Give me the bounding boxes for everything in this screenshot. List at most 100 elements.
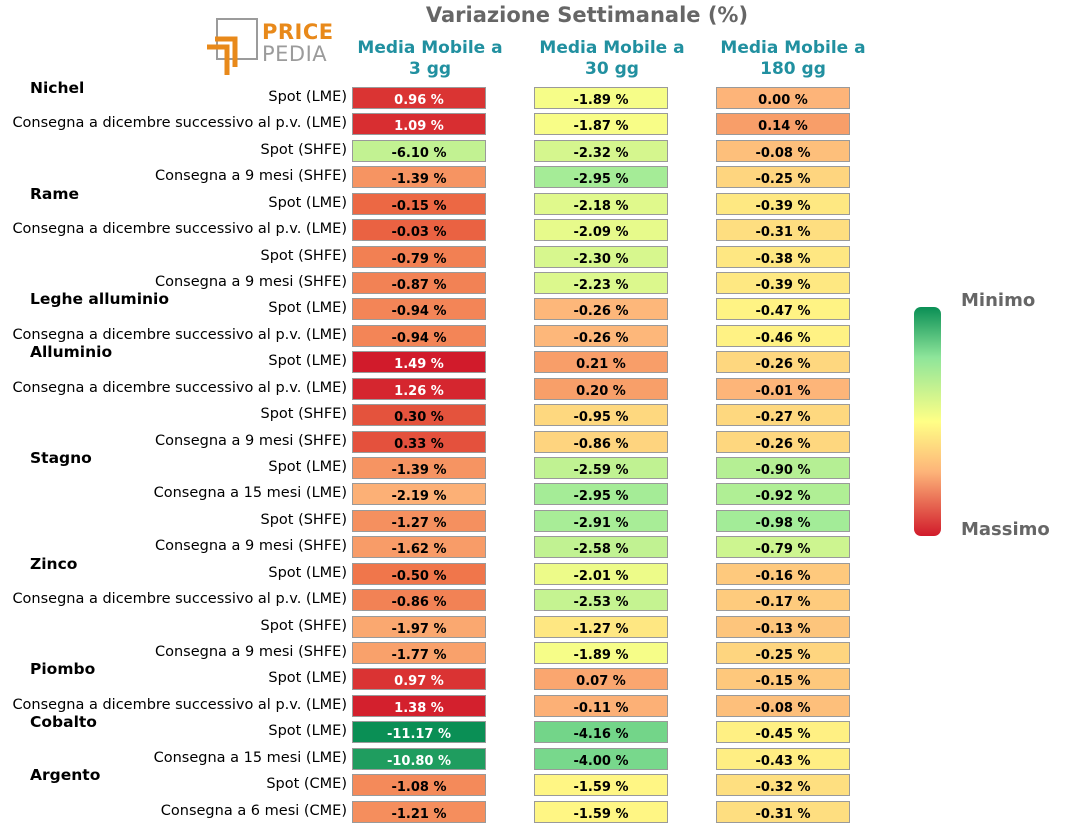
heatmap-cell: -0.79 % <box>352 245 486 268</box>
heatmap-cell: -0.50 % <box>352 562 486 585</box>
logo-text-top: PRICE <box>262 20 334 44</box>
heatmap-cell: -2.32 % <box>534 139 668 162</box>
heatmap-cell: -0.27 % <box>716 404 850 427</box>
row-label: Spot (SHFE) <box>260 617 348 634</box>
row-label: Consegna a 9 mesi (SHFE) <box>154 274 347 290</box>
row-label: Spot (LME) <box>268 353 347 370</box>
metal-group-label: Piombo <box>30 660 96 679</box>
heatmap-cell: 0.21 % <box>534 351 668 374</box>
heatmap-cell: -2.30 % <box>534 245 668 268</box>
chart-title: Variazione Settimanale (%) <box>425 3 749 27</box>
heatmap-cell: -10.80 % <box>352 747 486 770</box>
heatmap-cell: -0.87 % <box>352 272 486 294</box>
row-label: Spot (CME) <box>266 776 347 793</box>
heatmap-cell: -0.31 % <box>716 219 850 242</box>
heatmap-cell: -2.01 % <box>534 562 668 585</box>
heatmap-cell: -0.39 % <box>716 272 850 294</box>
heatmap-cell: -0.86 % <box>352 589 486 612</box>
heatmap-cell: -0.15 % <box>716 668 850 691</box>
row-label: Spot (LME) <box>268 564 347 581</box>
heatmap-cell: -0.08 % <box>716 694 850 717</box>
row-label: Spot (LME) <box>268 670 347 687</box>
metal-group-label: Leghe alluminio <box>30 290 170 309</box>
heatmap-cell: 1.09 % <box>352 113 486 136</box>
heatmap-cell: -0.86 % <box>534 430 668 453</box>
heatmap-cell: -2.18 % <box>534 192 668 215</box>
heatmap-cell: -0.15 % <box>352 192 486 215</box>
heatmap-cell: -0.79 % <box>716 536 850 559</box>
metal-group-label: Argento <box>30 766 101 785</box>
logo-mark-icon <box>207 18 258 75</box>
column-header-line2: 3 gg <box>408 59 452 79</box>
row-label: Spot (LME) <box>268 194 347 211</box>
heatmap-cell: -0.32 % <box>716 774 850 797</box>
heatmap-cell: -0.26 % <box>716 351 850 374</box>
metal-group-label: Alluminio <box>30 343 113 362</box>
heatmap-cell: -2.09 % <box>534 219 668 242</box>
row-label: Spot (LME) <box>268 300 347 317</box>
pricepedia-logo: PRICE PEDIA <box>205 17 333 77</box>
column-header-3gg: Media Mobile a 3 gg <box>335 38 525 80</box>
heatmap-cell: -2.19 % <box>352 483 486 506</box>
row-label: Consegna a dicembre successivo al p.v. (… <box>12 221 347 238</box>
row-label: Spot (SHFE) <box>260 247 348 264</box>
heatmap-cell: -0.45 % <box>716 721 850 744</box>
heatmap-cell: -2.95 % <box>534 483 668 506</box>
row-label: Spot (LME) <box>268 459 347 476</box>
row-label: Consegna a dicembre successivo al p.v. (… <box>12 379 347 396</box>
heatmap-cell: -0.25 % <box>716 642 850 665</box>
heatmap-cell: -0.16 % <box>716 562 850 585</box>
heatmap-cell: 1.38 % <box>352 694 486 717</box>
heatmap-cell: -0.31 % <box>716 800 850 823</box>
heatmap-cell: -0.13 % <box>716 615 850 638</box>
heatmap-cell: -0.90 % <box>716 457 850 480</box>
column-header-line1: Media Mobile a <box>357 38 503 58</box>
heatmap-cell: -1.89 % <box>534 87 668 109</box>
row-label: Spot (SHFE) <box>260 511 348 528</box>
heatmap-cell: 0.20 % <box>534 377 668 400</box>
row-label: Consegna a dicembre successivo al p.v. (… <box>12 326 347 343</box>
row-label: Consegna a 9 mesi (SHFE) <box>154 168 347 185</box>
logo-text-bottom: PEDIA <box>262 42 328 66</box>
heatmap-cell: -2.23 % <box>534 272 668 294</box>
heatmap-cell: 0.96 % <box>352 87 486 109</box>
heatmap-cell: -0.43 % <box>716 747 850 770</box>
heatmap-cell: -1.08 % <box>352 774 486 797</box>
heatmap-cell: -1.89 % <box>534 642 668 665</box>
row-label: Spot (LME) <box>268 89 347 105</box>
heatmap-cell: -1.77 % <box>352 642 486 665</box>
heatmap-cell: -0.92 % <box>716 483 850 506</box>
row-label: Consegna a dicembre successivo al p.v. (… <box>12 696 347 713</box>
legend-max-label: Massimo <box>961 519 1050 540</box>
column-header-line2: 30 gg <box>585 59 639 79</box>
heatmap-cell: -0.11 % <box>534 694 668 717</box>
heatmap-cell: -0.26 % <box>534 324 668 347</box>
heatmap-cell: -1.21 % <box>352 800 486 823</box>
column-header-30gg: Media Mobile a 30 gg <box>517 38 707 80</box>
heatmap-cell: 0.33 % <box>352 430 486 453</box>
heatmap-cell: -0.01 % <box>716 377 850 400</box>
heatmap-cell: -2.58 % <box>534 536 668 559</box>
heatmap-cell: 0.97 % <box>352 668 486 691</box>
heatmap-cell: -0.38 % <box>716 245 850 268</box>
heatmap-cell: -4.16 % <box>534 721 668 744</box>
heatmap-cell: -1.27 % <box>534 615 668 638</box>
column-header-line1: Media Mobile a <box>539 38 685 58</box>
column-header-line1: Media Mobile a <box>720 38 866 58</box>
heatmap-cell: -2.91 % <box>534 509 668 532</box>
heatmap-cell: 1.26 % <box>352 377 486 400</box>
heatmap-cell: -1.27 % <box>352 509 486 532</box>
row-label: Consegna a 9 mesi (SHFE) <box>154 432 347 449</box>
heatmap-cell: -2.59 % <box>534 457 668 480</box>
heatmap-cell: -0.95 % <box>534 404 668 427</box>
heatmap-cell: -0.94 % <box>352 298 486 321</box>
heatmap-cell: -0.26 % <box>534 298 668 321</box>
row-label: Spot (LME) <box>268 723 347 740</box>
heatmap-cell: -4.00 % <box>534 747 668 770</box>
heatmap-cell: 1.49 % <box>352 351 486 374</box>
heatmap-cell: -1.62 % <box>352 536 486 559</box>
heatmap-cell: -11.17 % <box>352 721 486 744</box>
heatmap-cell: -1.39 % <box>352 166 486 189</box>
metal-group-label: Cobalto <box>30 713 97 732</box>
